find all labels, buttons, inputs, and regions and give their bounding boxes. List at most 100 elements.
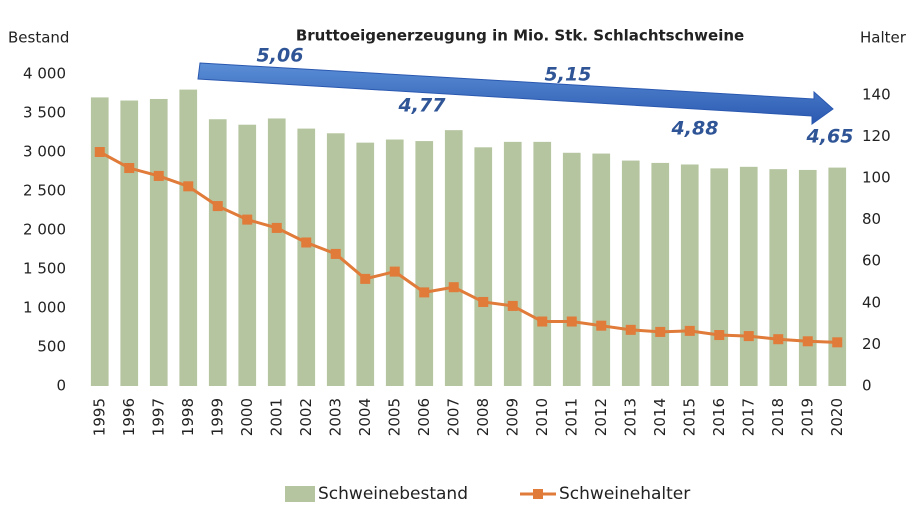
bar <box>503 141 522 386</box>
y-tick-label: 1 500 <box>23 260 66 278</box>
marker <box>212 201 223 212</box>
y-tick-label: 3 500 <box>23 104 66 122</box>
x-tick-label: 2005 <box>385 398 403 436</box>
y-tick-label: 2 500 <box>23 182 66 200</box>
y2-tick-label: 80 <box>862 210 881 228</box>
bar <box>710 168 729 386</box>
marker <box>448 282 459 293</box>
marker <box>242 214 253 225</box>
y-tick-label: 500 <box>37 338 66 356</box>
y2-tick-label: 120 <box>862 127 891 145</box>
legend-swatch <box>285 486 315 502</box>
annotation: 5,06 <box>257 45 304 67</box>
bar <box>798 169 817 386</box>
marker <box>743 331 754 342</box>
y2-tick-label: 140 <box>862 85 891 103</box>
bar <box>533 141 552 386</box>
x-tick-label: 2004 <box>356 398 374 436</box>
marker <box>537 316 548 327</box>
y-tick-label: 0 <box>56 377 66 395</box>
marker <box>330 248 341 259</box>
legend-swatch <box>533 489 543 499</box>
bar <box>326 133 345 386</box>
bar <box>120 100 139 387</box>
x-tick-label: 1996 <box>120 398 138 436</box>
bar <box>385 139 404 386</box>
x-tick-label: 2009 <box>503 398 521 436</box>
marker <box>301 237 312 248</box>
bar <box>828 167 847 386</box>
bar <box>592 153 611 386</box>
marker <box>684 325 695 336</box>
marker <box>389 266 400 277</box>
bar <box>680 164 699 386</box>
marker <box>360 273 371 284</box>
x-tick-label: 2017 <box>739 398 757 436</box>
y2-tick-label: 40 <box>862 293 881 311</box>
bar <box>444 130 463 386</box>
marker <box>271 222 282 233</box>
bar <box>267 118 286 387</box>
x-tick-label: 2016 <box>710 398 728 436</box>
bar <box>356 142 375 386</box>
bar <box>208 119 227 387</box>
x-tick-label: 2012 <box>592 398 610 436</box>
legend-label: Schweinehalter <box>559 484 690 504</box>
y2-axis-label: Halter <box>860 29 907 47</box>
bar <box>474 147 493 386</box>
bar <box>297 128 316 386</box>
chart-title: Bruttoeigenerzeugung in Mio. Stk. Schlac… <box>296 27 744 45</box>
marker <box>566 316 577 327</box>
x-tick-label: 1995 <box>90 398 108 436</box>
x-tick-label: 2001 <box>267 398 285 436</box>
x-tick-label: 2008 <box>474 398 492 436</box>
bar <box>769 169 788 386</box>
marker <box>153 170 164 181</box>
marker <box>124 163 135 174</box>
bar <box>149 98 168 387</box>
x-tick-label: 2007 <box>444 398 462 436</box>
bar <box>179 89 198 386</box>
marker <box>773 334 784 345</box>
x-tick-label: 2010 <box>533 398 551 436</box>
y-tick-label: 4 000 <box>23 65 66 83</box>
bar <box>651 162 670 386</box>
marker <box>478 296 489 307</box>
y2-tick-label: 100 <box>862 169 891 187</box>
trend-arrow <box>197 62 834 125</box>
x-tick-label: 2019 <box>798 398 816 436</box>
marker <box>419 287 430 298</box>
x-tick-label: 2015 <box>680 398 698 436</box>
x-tick-label: 2011 <box>562 398 580 436</box>
marker <box>596 320 607 331</box>
x-tick-label: 2006 <box>415 398 433 436</box>
y-tick-label: 2 000 <box>23 221 66 239</box>
bar <box>415 141 434 386</box>
annotation: 4,88 <box>671 118 719 140</box>
x-tick-label: 1997 <box>149 398 167 436</box>
x-tick-label: 2013 <box>621 398 639 436</box>
x-tick-label: 2020 <box>828 398 846 436</box>
y2-tick-label: 0 <box>862 377 872 395</box>
x-tick-label: 2002 <box>297 398 315 436</box>
y-axis-label: Bestand <box>8 29 69 47</box>
y-tick-label: 1 000 <box>23 299 66 317</box>
marker <box>832 337 843 348</box>
marker <box>625 324 636 335</box>
bar <box>238 124 257 386</box>
x-tick-label: 2014 <box>651 398 669 436</box>
x-tick-label: 2000 <box>238 398 256 436</box>
x-tick-label: 2018 <box>769 398 787 436</box>
bar <box>90 97 109 387</box>
marker <box>714 330 725 341</box>
annotation: 4,77 <box>398 95 447 117</box>
marker <box>655 326 666 337</box>
legend-label: Schweinebestand <box>318 484 468 504</box>
x-tick-label: 2003 <box>326 398 344 436</box>
marker <box>507 300 518 311</box>
bar <box>739 166 758 386</box>
annotation: 4,65 <box>806 126 854 148</box>
y-tick-label: 3 000 <box>23 143 66 161</box>
bar <box>621 160 640 386</box>
marker <box>802 336 813 347</box>
